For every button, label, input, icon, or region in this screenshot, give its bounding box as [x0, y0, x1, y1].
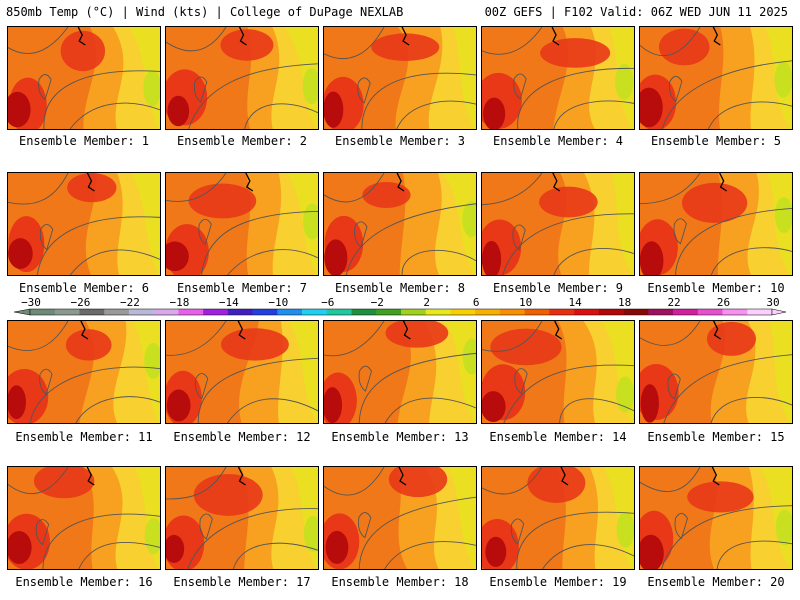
ensemble-member-label: Ensemble Member: 17: [173, 575, 311, 589]
ensemble-member-label: Ensemble Member: 11: [15, 430, 153, 444]
colorbar-bin: [104, 309, 130, 315]
ensemble-member-label: Ensemble Member: 2: [176, 134, 308, 148]
product-title: 850mb Temp (°C) | Wind (kts) | College o…: [6, 5, 404, 19]
colorbar-tick-label: 22: [667, 296, 680, 309]
colorbar-bin: [425, 309, 451, 315]
colorbar-bin: [450, 309, 476, 315]
ensemble-member-map: [7, 172, 161, 276]
colorbar-tick-label: 2: [423, 296, 430, 309]
ensemble-member-label: Ensemble Member: 5: [650, 134, 782, 148]
ensemble-member-map: [7, 26, 161, 130]
ensemble-member-map: [165, 172, 319, 276]
colorbar-tick-label: 6: [473, 296, 480, 309]
ensemble-member-label: Ensemble Member: 9: [492, 281, 624, 295]
ensemble-member-label: Ensemble Member: 19: [489, 575, 627, 589]
colorbar-bin: [499, 309, 525, 315]
ensemble-member-label: Ensemble Member: 13: [331, 430, 469, 444]
ensemble-member-label: Ensemble Member: 16: [15, 575, 153, 589]
colorbar-bin: [277, 309, 303, 315]
colorbar-bin: [623, 309, 649, 315]
colorbar-bin: [54, 309, 80, 315]
ensemble-member-label: Ensemble Member: 20: [647, 575, 785, 589]
colorbar-bin: [524, 309, 550, 315]
colorbar-bin: [598, 309, 624, 315]
colorbar-tick-label: 10: [519, 296, 532, 309]
ensemble-member-map: [481, 466, 635, 570]
ensemble-member-map: [323, 320, 477, 424]
ensemble-member-label: Ensemble Member: 8: [334, 281, 466, 295]
ensemble-member-label: Ensemble Member: 10: [647, 281, 785, 295]
colorbar-bin: [351, 309, 377, 315]
colorbar-tick-label: −26: [71, 296, 91, 309]
ensemble-member-map: [639, 26, 793, 130]
colorbar-tick-label: 18: [618, 296, 631, 309]
ensemble-member-map: [481, 320, 635, 424]
colorbar-bin: [30, 309, 56, 315]
colorbar-bin: [475, 309, 501, 315]
colorbar-tick-label: −2: [371, 296, 384, 309]
colorbar-bin: [178, 309, 204, 315]
ensemble-member-map: [323, 26, 477, 130]
colorbar-bin: [549, 309, 575, 315]
ensemble-member-map: [639, 466, 793, 570]
colorbar-tick-label: −10: [268, 296, 288, 309]
colorbar-bin: [302, 309, 328, 315]
colorbar-tick-label: −30: [21, 296, 41, 309]
colorbar-bin: [722, 309, 748, 315]
colorbar-tick-label: −6: [321, 296, 334, 309]
colorbar-right-arrow: [771, 308, 787, 316]
colorbar-tick-label: −14: [219, 296, 239, 309]
colorbar-bin: [574, 309, 600, 315]
colorbar-bin: [401, 309, 427, 315]
ensemble-member-label: Ensemble Member: 12: [173, 430, 311, 444]
colorbar-tick-label: 14: [569, 296, 583, 309]
ensemble-member-label: Ensemble Member: 14: [489, 430, 627, 444]
ensemble-member-label: Ensemble Member: 3: [334, 134, 466, 148]
colorbar-bin: [128, 309, 154, 315]
ensemble-member-map: [7, 320, 161, 424]
ensemble-member-map: [323, 466, 477, 570]
ensemble-member-map: [639, 172, 793, 276]
ensemble-member-map: [165, 320, 319, 424]
ensemble-member-label: Ensemble Member: 4: [492, 134, 624, 148]
colorbar-tick-label: 30: [766, 296, 779, 309]
colorbar-bin: [79, 309, 105, 315]
colorbar-bin: [648, 309, 674, 315]
ensemble-member-map: [323, 172, 477, 276]
temperature-colorbar: −30−26−22−18−14−10−6−2261014182226303438…: [13, 296, 787, 316]
ensemble-member-map: [639, 320, 793, 424]
colorbar-bin: [673, 309, 699, 315]
colorbar-bin: [203, 309, 229, 315]
ensemble-member-label: Ensemble Member: 18: [331, 575, 469, 589]
colorbar-bin: [252, 309, 278, 315]
ensemble-member-label: Ensemble Member: 7: [176, 281, 308, 295]
colorbar-tick-label: 26: [717, 296, 730, 309]
colorbar-tick-label: −22: [120, 296, 140, 309]
ensemble-member-label: Ensemble Member: 1: [18, 134, 150, 148]
ensemble-member-map: [165, 466, 319, 570]
colorbar-left-arrow: [13, 308, 31, 316]
model-valid-time: 00Z GEFS | F102 Valid: 06Z WED JUN 11 20…: [484, 5, 788, 19]
colorbar-tick-label: −18: [169, 296, 189, 309]
ensemble-member-map: [481, 172, 635, 276]
ensemble-member-map: [7, 466, 161, 570]
colorbar-bin: [376, 309, 402, 315]
colorbar-bin: [697, 309, 723, 315]
ensemble-member-map: [165, 26, 319, 130]
colorbar-bin: [153, 309, 179, 315]
colorbar-bin: [227, 309, 253, 315]
colorbar-bin: [747, 309, 773, 315]
colorbar-bin: [326, 309, 352, 315]
ensemble-member-map: [481, 26, 635, 130]
ensemble-member-label: Ensemble Member: 15: [647, 430, 785, 444]
ensemble-member-label: Ensemble Member: 6: [18, 281, 150, 295]
